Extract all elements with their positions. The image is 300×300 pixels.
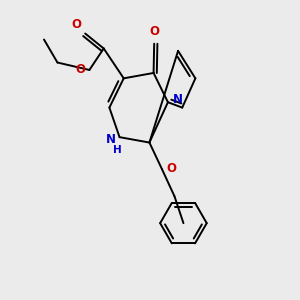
Text: N: N [172,93,182,106]
Text: O: O [72,18,82,31]
Text: N: N [106,133,116,146]
Text: O: O [167,162,176,175]
Text: O: O [75,64,85,76]
Text: O: O [150,25,160,38]
Text: H: H [113,145,122,154]
